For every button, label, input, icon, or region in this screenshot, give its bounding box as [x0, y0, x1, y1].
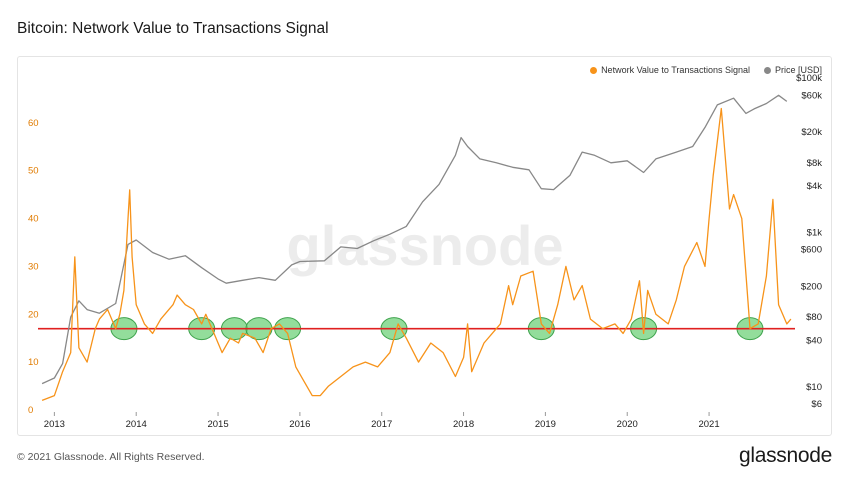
y-right-tick-2: $40	[806, 335, 822, 346]
y-right-tick-6: $1k	[807, 227, 823, 238]
y-left-tick-6: 60	[28, 118, 39, 129]
x-tick-3: 2016	[289, 419, 310, 430]
legend-item-price[interactable]: Price [USD]	[763, 65, 822, 75]
x-tick-1: 2014	[126, 419, 147, 430]
y-right-tick-4: $200	[801, 281, 822, 292]
x-tick-4: 2017	[371, 419, 392, 430]
y-left-tick-1: 10	[28, 357, 39, 368]
y-right-tick-5: $600	[801, 245, 822, 256]
x-tick-0: 2013	[44, 419, 65, 430]
legend-label-nvts: Network Value to Transactions Signal	[601, 65, 750, 75]
y-left-tick-2: 20	[28, 309, 39, 320]
y-left-tick-3: 30	[28, 261, 39, 272]
y-right-tick-9: $20k	[801, 127, 822, 138]
y-left-tick-0: 0	[28, 405, 33, 416]
y-right-tick-8: $8k	[807, 158, 823, 169]
x-tick-5: 2018	[453, 419, 474, 430]
price-series	[41, 94, 788, 385]
watermark: glassnode	[287, 214, 564, 277]
series-line-nvts	[41, 107, 792, 402]
y-right-tick-11: $100k	[796, 73, 822, 84]
y-right-tick-10: $60k	[801, 90, 822, 101]
legend-label-price: Price [USD]	[774, 65, 822, 75]
copyright-footer: © 2021 Glassnode. All Rights Reserved.	[17, 451, 205, 463]
y-right-tick-7: $4k	[807, 181, 823, 192]
x-tick-6: 2019	[535, 419, 556, 430]
series-line-price	[41, 94, 788, 385]
y-left-tick-4: 40	[28, 214, 39, 225]
x-tick-2: 2015	[207, 419, 228, 430]
x-tick-8: 2021	[698, 419, 719, 430]
legend-dot-nvts	[590, 66, 598, 74]
glassnode-logo: glassnode	[738, 444, 832, 467]
chart-legend: Network Value to Transactions Signal Pri…	[590, 65, 822, 75]
chart-panel	[17, 56, 832, 436]
axes: 0 10 20 30 40 50 60 $6 $10 $40 $80 $200 $600 $1k $4k $8…	[28, 73, 822, 430]
legend-item-nvts[interactable]: Network Value to Transactions Signal	[590, 65, 750, 75]
chart-title: Bitcoin: Network Value to Transactions S…	[17, 20, 329, 37]
y-right-tick-1: $10	[806, 382, 822, 393]
y-right-tick-0: $6	[811, 399, 822, 410]
legend-dot-price	[763, 66, 771, 74]
y-right-tick-3: $80	[806, 312, 822, 323]
x-tick-7: 2020	[617, 419, 638, 430]
nvts-series	[41, 107, 792, 402]
y-left-tick-5: 50	[28, 166, 39, 177]
